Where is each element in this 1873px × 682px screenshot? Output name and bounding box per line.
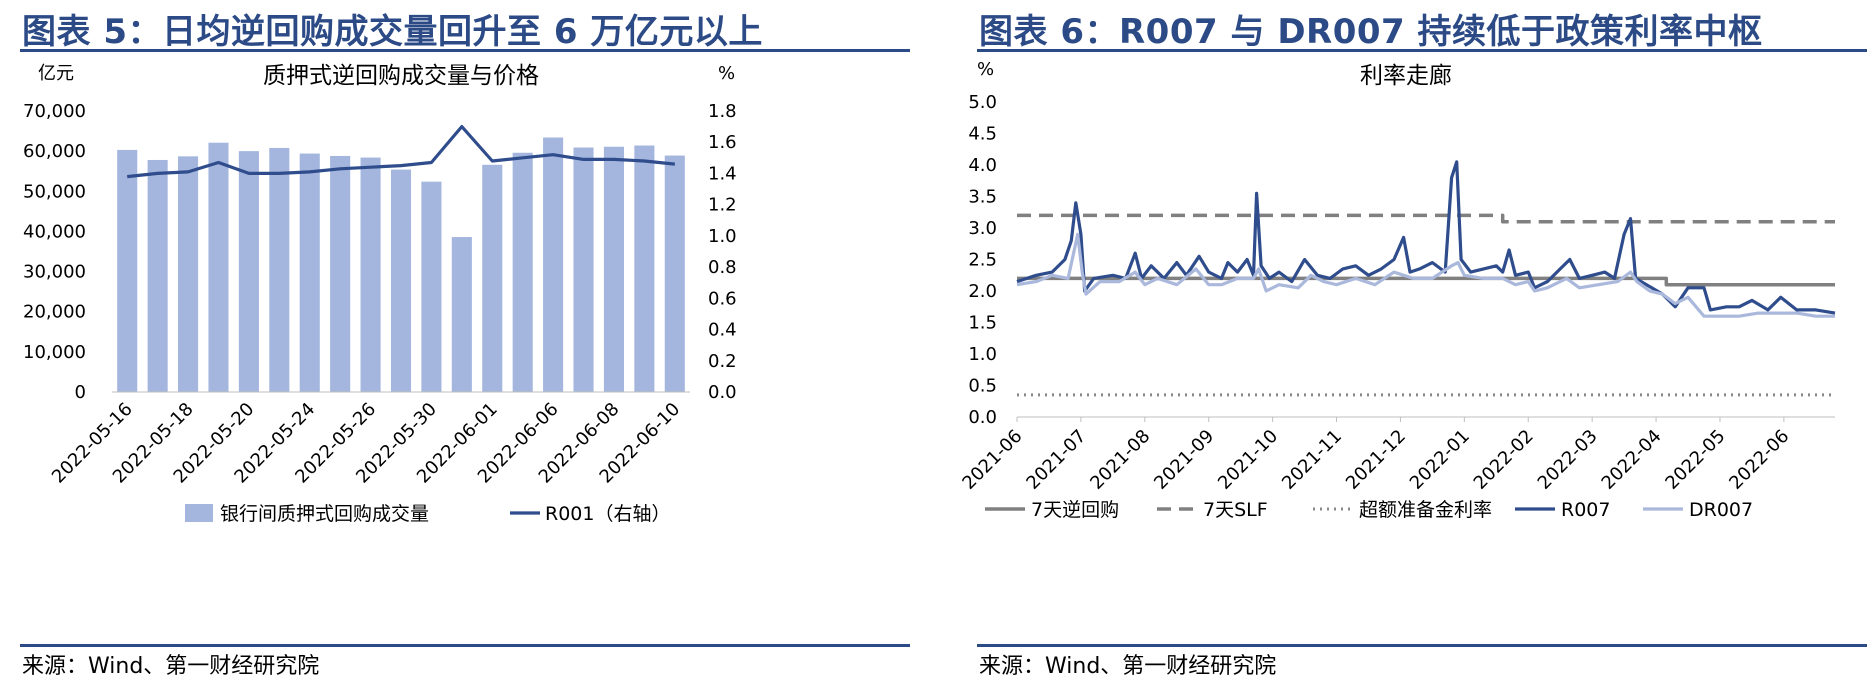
y2-axis-unit: % xyxy=(718,63,735,84)
y-tick-label: 3.0 xyxy=(968,218,997,239)
y-tick-label: 0 xyxy=(75,382,86,403)
legend-label-bar: 银行间质押式回购成交量 xyxy=(220,503,429,525)
y-axis-unit: % xyxy=(977,59,994,80)
y2-tick-label: 1.6 xyxy=(708,132,737,153)
chart-title: 利率走廊 xyxy=(1360,63,1452,89)
y-tick-label: 10,000 xyxy=(23,342,86,363)
y-tick-label: 30,000 xyxy=(23,262,86,283)
y2-tick-label: 1.8 xyxy=(708,101,737,122)
y-tick-label: 2.0 xyxy=(968,281,997,302)
reverse-repo-line xyxy=(1017,276,1835,287)
x-tick-label: 2021-12 xyxy=(1342,426,1410,494)
bar xyxy=(178,156,199,392)
left-chart: 质押式逆回购成交量与价格 亿元 % 70,000 60,000 50,000 40,000 3… xyxy=(23,63,737,525)
y-tick-label: 1.5 xyxy=(968,313,997,334)
bar xyxy=(451,237,472,392)
x-tick-label: 2022-05 xyxy=(1661,426,1729,494)
x-tick-label: 2021-06 xyxy=(958,426,1026,494)
y-tick-label: 1.0 xyxy=(968,344,997,365)
chart-title: 质押式逆回购成交量与价格 xyxy=(263,63,539,89)
y-tick-label: 0.5 xyxy=(968,376,997,397)
x-tick-label: 2021-11 xyxy=(1278,426,1346,494)
y2-tick-label: 1.2 xyxy=(708,195,737,216)
source-note: 来源：Wind、第一财经研究院 xyxy=(22,654,320,679)
bar xyxy=(360,157,381,392)
y2-tick-label: 0.8 xyxy=(708,257,737,278)
legend-swatch-bar xyxy=(185,504,213,522)
y-tick-label: 2.5 xyxy=(968,250,997,271)
title-rule xyxy=(20,49,910,52)
x-tick-label: 2022-06 xyxy=(1725,426,1793,494)
source-note: 来源：Wind、第一财经研究院 xyxy=(979,654,1277,679)
right-chart: 利率走廊%5.04.54.03.53.02.52.01.51.00.50.020… xyxy=(958,59,1836,521)
dr007-line xyxy=(1016,232,1835,318)
x-tick-label: 2021-08 xyxy=(1086,426,1154,494)
bar xyxy=(208,142,229,392)
bar xyxy=(330,155,351,392)
y-tick-label: 0.0 xyxy=(968,407,997,428)
y2-tick-label: 1.0 xyxy=(708,226,737,247)
y-tick-label: 5.0 xyxy=(968,92,997,113)
title-rule xyxy=(977,49,1867,52)
y-tick-label: 40,000 xyxy=(23,221,86,242)
x-tick-label: 2022-03 xyxy=(1534,426,1602,494)
legend-label: 7天SLF xyxy=(1203,499,1268,521)
bar xyxy=(238,151,259,392)
y-axis-unit: 亿元 xyxy=(38,63,74,84)
y-tick-label: 3.5 xyxy=(968,187,997,208)
bar xyxy=(634,145,655,392)
x-tick-label: 2022-04 xyxy=(1598,426,1666,494)
source-rule xyxy=(977,644,1867,647)
y-tick-label: 4.5 xyxy=(968,124,997,145)
x-tick-label: 2021-07 xyxy=(1022,426,1090,494)
bar xyxy=(117,149,138,392)
r001-line xyxy=(127,124,675,179)
x-tick-label: 2022-02 xyxy=(1470,426,1538,494)
bar xyxy=(512,152,533,392)
y2-tick-label: 0.4 xyxy=(708,320,737,341)
bar xyxy=(543,137,564,392)
x-tick-label: 2021-09 xyxy=(1150,426,1218,494)
bar xyxy=(603,146,624,392)
y-tick-label: 60,000 xyxy=(23,141,86,162)
bar xyxy=(664,155,685,392)
legend-label: 超额准备金利率 xyxy=(1359,499,1492,521)
y2-tick-label: 1.4 xyxy=(708,163,737,184)
legend-label-line: R001（右轴） xyxy=(545,503,670,525)
legend-label: 7天逆回购 xyxy=(1031,499,1119,521)
bar xyxy=(421,181,442,392)
figure-title: 图表 6：R007 与 DR007 持续低于政策利率中枢 xyxy=(979,12,1763,52)
source-rule xyxy=(20,644,910,647)
bar xyxy=(390,169,412,392)
left-panel: 图表 5：日均逆回购成交量回升至 6 万亿元以上 质押式逆回购成交量与价格 亿元%… xyxy=(0,0,916,682)
bar xyxy=(147,159,168,392)
y-tick-label: 20,000 xyxy=(23,302,86,323)
bar xyxy=(482,164,503,392)
x-tick-label: 2021-10 xyxy=(1214,426,1282,494)
y2-tick-label: 0.2 xyxy=(708,351,737,372)
y2-tick-label: 0.0 xyxy=(708,382,737,403)
y-tick-label: 4.0 xyxy=(968,155,997,176)
legend-label: DR007 xyxy=(1689,499,1753,521)
right-panel: 图表 6：R007 与 DR007 持续低于政策利率中枢 利率走廊% 5.0 4.5… xyxy=(957,0,1873,682)
y-tick-label: 50,000 xyxy=(23,181,86,202)
r007-line xyxy=(1016,160,1836,315)
x-tick-label: 2022-01 xyxy=(1406,426,1474,494)
bar xyxy=(573,147,594,392)
legend-label: R007 xyxy=(1561,499,1610,521)
bar xyxy=(299,153,320,392)
y2-tick-label: 0.6 xyxy=(708,288,737,309)
y-tick-label: 70,000 xyxy=(23,101,86,122)
slf-line xyxy=(1017,213,1835,224)
bar xyxy=(269,147,290,392)
figure-title: 图表 5：日均逆回购成交量回升至 6 万亿元以上 xyxy=(22,12,763,52)
